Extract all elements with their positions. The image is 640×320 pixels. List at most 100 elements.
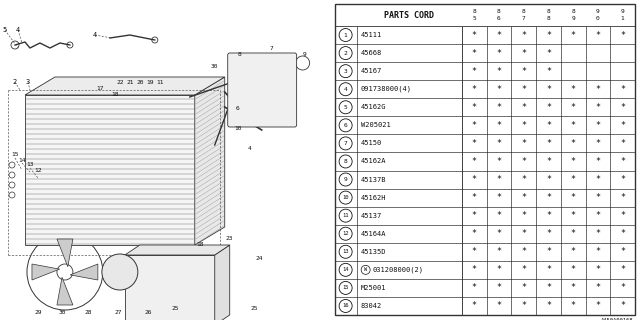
Text: 4: 4: [93, 32, 97, 38]
Text: *: *: [497, 49, 501, 58]
Text: *: *: [521, 301, 526, 310]
Text: 20: 20: [136, 79, 143, 84]
Text: 45164A: 45164A: [361, 231, 386, 237]
Text: *: *: [521, 67, 526, 76]
Text: 21: 21: [126, 79, 134, 84]
Text: W: W: [364, 267, 367, 272]
Text: *: *: [595, 211, 600, 220]
Text: 6: 6: [344, 123, 348, 128]
Text: 45162G: 45162G: [361, 104, 386, 110]
Text: 29: 29: [34, 309, 42, 315]
Text: *: *: [497, 157, 501, 166]
Text: *: *: [595, 265, 600, 274]
Polygon shape: [195, 77, 225, 245]
Text: *: *: [521, 49, 526, 58]
Text: 5: 5: [472, 16, 476, 21]
Text: *: *: [472, 265, 477, 274]
Text: *: *: [497, 175, 501, 184]
Text: W205021: W205021: [361, 122, 390, 128]
Text: 26: 26: [144, 309, 152, 315]
Text: *: *: [497, 30, 501, 40]
Text: 9: 9: [572, 16, 575, 21]
Text: 8: 8: [472, 9, 476, 13]
Text: 8: 8: [497, 9, 500, 13]
Text: 45111: 45111: [361, 32, 382, 38]
Polygon shape: [57, 239, 73, 267]
Text: *: *: [620, 211, 625, 220]
Text: *: *: [497, 67, 501, 76]
Text: 22: 22: [116, 79, 124, 84]
Text: PARTS CORD: PARTS CORD: [384, 11, 434, 20]
Text: 45668: 45668: [361, 50, 382, 56]
Text: *: *: [497, 301, 501, 310]
Text: *: *: [521, 284, 526, 292]
Text: *: *: [546, 247, 551, 256]
Text: *: *: [595, 193, 600, 202]
Text: 45162A: 45162A: [361, 158, 386, 164]
Text: *: *: [571, 175, 575, 184]
Text: 30: 30: [211, 65, 218, 69]
Text: *: *: [546, 229, 551, 238]
Text: 12: 12: [342, 231, 349, 236]
Text: 45150: 45150: [361, 140, 382, 147]
Text: M25001: M25001: [361, 285, 386, 291]
Text: *: *: [472, 229, 477, 238]
FancyBboxPatch shape: [228, 53, 297, 127]
Text: *: *: [595, 121, 600, 130]
Text: *: *: [472, 139, 477, 148]
Text: *: *: [571, 157, 575, 166]
Text: *: *: [521, 103, 526, 112]
Bar: [125, 255, 215, 320]
Text: *: *: [546, 157, 551, 166]
Circle shape: [102, 254, 138, 290]
Text: *: *: [571, 85, 575, 94]
Text: *: *: [521, 30, 526, 40]
Text: *: *: [620, 103, 625, 112]
Text: *: *: [497, 229, 501, 238]
Text: *: *: [571, 284, 575, 292]
Text: 19: 19: [146, 79, 154, 84]
Text: *: *: [620, 175, 625, 184]
Text: A450A00168: A450A00168: [600, 318, 633, 320]
Text: 15: 15: [342, 285, 349, 291]
Text: 10: 10: [342, 195, 349, 200]
Text: *: *: [595, 247, 600, 256]
Text: 8: 8: [572, 9, 575, 13]
Text: 18: 18: [196, 243, 204, 247]
Text: 25: 25: [171, 306, 179, 310]
Text: *: *: [595, 139, 600, 148]
Text: 9: 9: [303, 52, 307, 58]
Text: *: *: [546, 193, 551, 202]
Text: *: *: [521, 265, 526, 274]
Text: 5: 5: [3, 27, 7, 33]
Text: 45162H: 45162H: [361, 195, 386, 201]
Text: *: *: [546, 265, 551, 274]
Text: *: *: [472, 157, 477, 166]
Text: *: *: [472, 175, 477, 184]
Text: *: *: [620, 157, 625, 166]
Text: *: *: [497, 121, 501, 130]
Text: 6: 6: [236, 106, 239, 110]
Text: 031208000(2): 031208000(2): [372, 267, 424, 273]
Text: *: *: [620, 247, 625, 256]
Text: 5: 5: [344, 105, 348, 110]
Text: *: *: [620, 284, 625, 292]
Text: 8: 8: [547, 16, 550, 21]
Text: *: *: [497, 265, 501, 274]
Text: 25: 25: [251, 306, 259, 310]
Text: *: *: [521, 157, 526, 166]
Text: *: *: [546, 301, 551, 310]
Text: 8: 8: [522, 9, 525, 13]
Text: 23: 23: [226, 236, 234, 241]
Text: *: *: [595, 85, 600, 94]
Text: *: *: [521, 121, 526, 130]
Text: 17: 17: [96, 85, 104, 91]
Polygon shape: [32, 264, 60, 280]
Text: *: *: [546, 121, 551, 130]
Text: 9: 9: [621, 9, 625, 13]
Text: *: *: [497, 284, 501, 292]
Text: 8: 8: [344, 159, 348, 164]
Text: *: *: [497, 211, 501, 220]
Text: *: *: [521, 139, 526, 148]
Text: *: *: [595, 157, 600, 166]
